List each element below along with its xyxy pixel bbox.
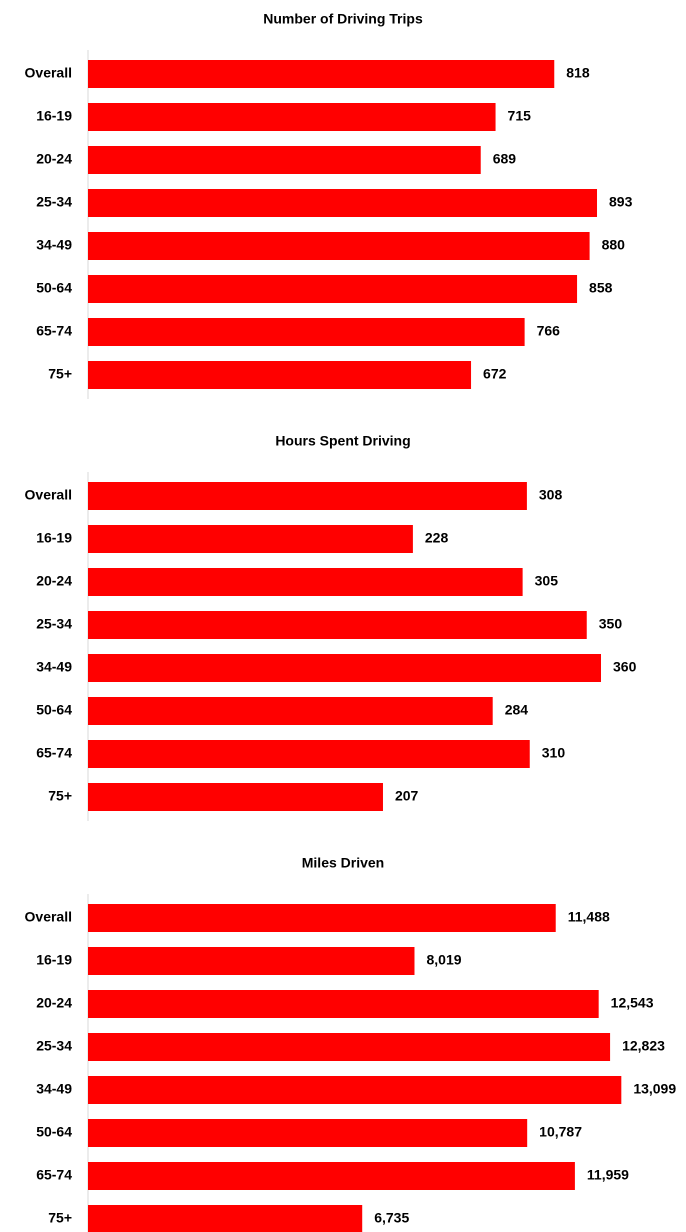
value-label: 766 xyxy=(537,323,561,339)
category-label: 25-34 xyxy=(36,194,72,210)
category-label: 34-49 xyxy=(36,1081,72,1097)
bar xyxy=(88,525,413,553)
category-label: 50-64 xyxy=(36,702,72,718)
value-label: 8,019 xyxy=(426,952,461,968)
bar xyxy=(88,103,496,131)
chart-title: Miles Driven xyxy=(302,855,384,871)
value-label: 360 xyxy=(613,659,637,675)
category-label: 20-24 xyxy=(36,995,72,1011)
category-label: 20-24 xyxy=(36,573,72,589)
value-label: 10,787 xyxy=(539,1124,582,1140)
category-label: Overall xyxy=(25,487,72,503)
category-label: 75+ xyxy=(48,366,72,382)
value-label: 310 xyxy=(542,745,566,761)
bar xyxy=(88,232,590,260)
value-label: 880 xyxy=(602,237,626,253)
category-label: Overall xyxy=(25,65,72,81)
value-label: 893 xyxy=(609,194,633,210)
bar xyxy=(88,318,525,346)
category-label: 20-24 xyxy=(36,151,72,167)
value-label: 12,823 xyxy=(622,1038,665,1054)
value-label: 284 xyxy=(505,702,529,718)
bar xyxy=(88,783,383,811)
category-label: 50-64 xyxy=(36,1124,72,1140)
category-label: 34-49 xyxy=(36,237,72,253)
value-label: 305 xyxy=(535,573,559,589)
category-label: 34-49 xyxy=(36,659,72,675)
value-label: 12,543 xyxy=(611,995,654,1011)
value-label: 228 xyxy=(425,530,449,546)
value-label: 689 xyxy=(493,151,517,167)
value-label: 11,488 xyxy=(568,909,610,925)
value-label: 715 xyxy=(508,108,532,124)
value-label: 11,959 xyxy=(587,1167,629,1183)
value-label: 6,735 xyxy=(374,1210,409,1226)
value-label: 13,099 xyxy=(633,1081,676,1097)
bar xyxy=(88,697,493,725)
bar xyxy=(88,275,578,303)
bar xyxy=(88,189,598,217)
category-label: 16-19 xyxy=(36,952,72,968)
bar xyxy=(88,1076,622,1104)
value-label: 350 xyxy=(599,616,623,632)
category-label: 16-19 xyxy=(36,108,72,124)
bar xyxy=(88,654,601,682)
bar xyxy=(88,1119,528,1147)
bar xyxy=(88,361,472,389)
category-label: Overall xyxy=(25,909,72,925)
value-label: 308 xyxy=(539,487,563,503)
chart-title: Number of Driving Trips xyxy=(263,11,423,27)
category-label: 75+ xyxy=(48,1210,72,1226)
bar xyxy=(88,1162,575,1190)
bar xyxy=(88,568,523,596)
bar xyxy=(88,482,527,510)
bar xyxy=(88,740,530,768)
category-label: 25-34 xyxy=(36,616,72,632)
bar xyxy=(88,990,599,1018)
category-label: 65-74 xyxy=(36,745,72,761)
category-label: 16-19 xyxy=(36,530,72,546)
category-label: 50-64 xyxy=(36,280,72,296)
value-label: 858 xyxy=(589,280,613,296)
category-label: 65-74 xyxy=(36,1167,72,1183)
value-label: 818 xyxy=(566,65,590,81)
bar xyxy=(88,60,555,88)
category-label: 75+ xyxy=(48,788,72,804)
bar xyxy=(88,1205,363,1232)
bar xyxy=(88,1033,611,1061)
value-label: 672 xyxy=(483,366,507,382)
bar xyxy=(88,611,587,639)
category-label: 65-74 xyxy=(36,323,72,339)
category-label: 25-34 xyxy=(36,1038,72,1054)
bar xyxy=(88,947,415,975)
bar xyxy=(88,904,556,932)
chart-title: Hours Spent Driving xyxy=(275,433,410,449)
bar xyxy=(88,146,481,174)
value-label: 207 xyxy=(395,788,419,804)
